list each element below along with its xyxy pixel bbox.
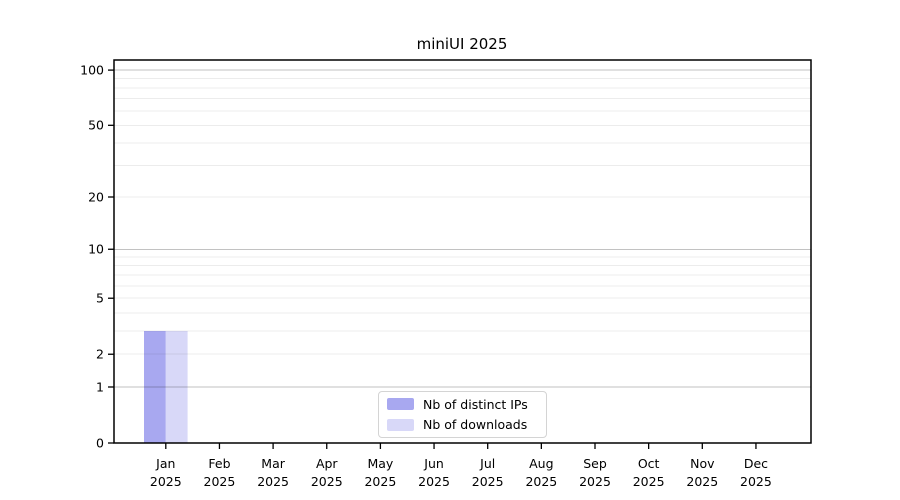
x-tick-label-month: Jun [423, 456, 444, 471]
bar-series-0 [144, 331, 166, 443]
x-tick-label-year: 2025 [686, 474, 718, 489]
x-tick-label-month: Sep [583, 456, 607, 471]
legend-item-downloads: Nb of downloads [387, 416, 538, 435]
x-tick-label-year: 2025 [150, 474, 182, 489]
plot-border [113, 59, 812, 444]
x-tick-label-year: 2025 [740, 474, 772, 489]
bar [144, 331, 166, 443]
x-tick-label-year: 2025 [257, 474, 289, 489]
y-tick-label: 1 [96, 379, 104, 394]
x-tick-label-month: Oct [638, 456, 660, 471]
x-tick-label-month: Jul [479, 456, 495, 471]
gridlines [114, 69, 811, 388]
chart-title: miniUI 2025 [416, 35, 508, 53]
x-tick-label-month: Mar [261, 456, 285, 471]
y-tick-label: 2 [96, 347, 104, 362]
y-tick-label: 20 [88, 189, 104, 204]
x-tick-label-month: Nov [690, 456, 715, 471]
x-tick-label-month: Feb [208, 456, 230, 471]
bar-series-1 [165, 331, 188, 443]
bar [165, 331, 188, 443]
x-tick-label-year: 2025 [418, 474, 450, 489]
legend-label: Nb of distinct IPs [423, 396, 528, 412]
y-axis: 0 1 2 5 10 20 50 100 [80, 62, 114, 450]
legend-item-distinct-ips: Nb of distinct IPs [387, 395, 538, 414]
x-tick-label-month: May [367, 456, 393, 471]
x-tick-label-year: 2025 [633, 474, 665, 489]
y-tick-label: 50 [88, 118, 104, 133]
y-tick-label: 100 [80, 62, 104, 77]
legend-swatch-distinct-ips-icon [387, 398, 414, 411]
x-tick-label-year: 2025 [525, 474, 557, 489]
x-tick-label-month: Dec [744, 456, 768, 471]
legend-swatch-downloads-icon [387, 418, 414, 431]
y-tick-label: 5 [96, 291, 104, 306]
x-tick-label-month: Jan [155, 456, 175, 471]
x-tick-label-year: 2025 [311, 474, 343, 489]
legend-label: Nb of downloads [423, 417, 528, 433]
y-tick-label: 10 [88, 242, 104, 257]
x-tick-label-month: Aug [529, 456, 553, 471]
x-tick-label-month: Apr [316, 456, 338, 471]
x-tick-label-year: 2025 [364, 474, 396, 489]
x-axis: Jan 2025 Feb 2025 Mar 2025 Apr 2025 May 2025 Jun 20… [150, 443, 772, 489]
legend: Nb of distinct IPs Nb of downloads [378, 391, 547, 438]
x-tick-label-year: 2025 [472, 474, 504, 489]
x-tick-label-year: 2025 [579, 474, 611, 489]
bars [144, 331, 188, 443]
y-tick-label: 0 [96, 435, 104, 450]
x-tick-label-year: 2025 [204, 474, 236, 489]
